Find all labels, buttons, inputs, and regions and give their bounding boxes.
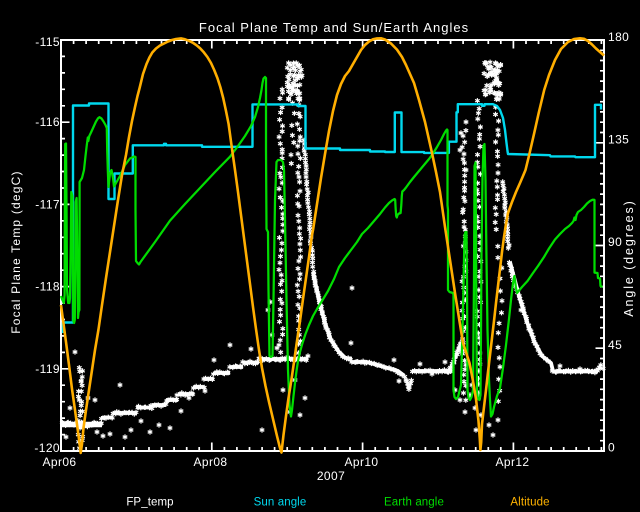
svg-text:Focal Plane Temp (degC): Focal Plane Temp (degC) (9, 170, 23, 333)
svg-text:-116: -116 (35, 115, 60, 129)
svg-text:-115: -115 (35, 35, 60, 49)
svg-text:2007: 2007 (317, 469, 345, 483)
svg-text:-117: -117 (35, 197, 60, 211)
svg-text:45: 45 (608, 338, 622, 352)
svg-text:Angle (degrees): Angle (degrees) (622, 199, 636, 316)
svg-text:Sun angle: Sun angle (254, 497, 307, 509)
svg-text:-118: -118 (35, 280, 60, 294)
svg-text:Apr12: Apr12 (495, 455, 529, 469)
svg-text:Altitude: Altitude (510, 497, 549, 509)
svg-text:Apr08: Apr08 (193, 455, 227, 469)
svg-text:Earth angle: Earth angle (384, 497, 444, 509)
svg-text:-119: -119 (35, 362, 60, 376)
svg-text:135: 135 (608, 133, 629, 147)
svg-text:FP_temp: FP_temp (126, 497, 173, 509)
svg-text:Apr06: Apr06 (42, 455, 76, 469)
svg-text:Focal Plane Temp and Sun/Earth: Focal Plane Temp and Sun/Earth Angles (199, 20, 469, 35)
svg-text:180: 180 (608, 30, 629, 44)
svg-text:90: 90 (608, 235, 622, 249)
svg-text:Apr10: Apr10 (344, 455, 378, 469)
svg-text:0: 0 (608, 441, 615, 455)
svg-text:-120: -120 (34, 441, 60, 455)
